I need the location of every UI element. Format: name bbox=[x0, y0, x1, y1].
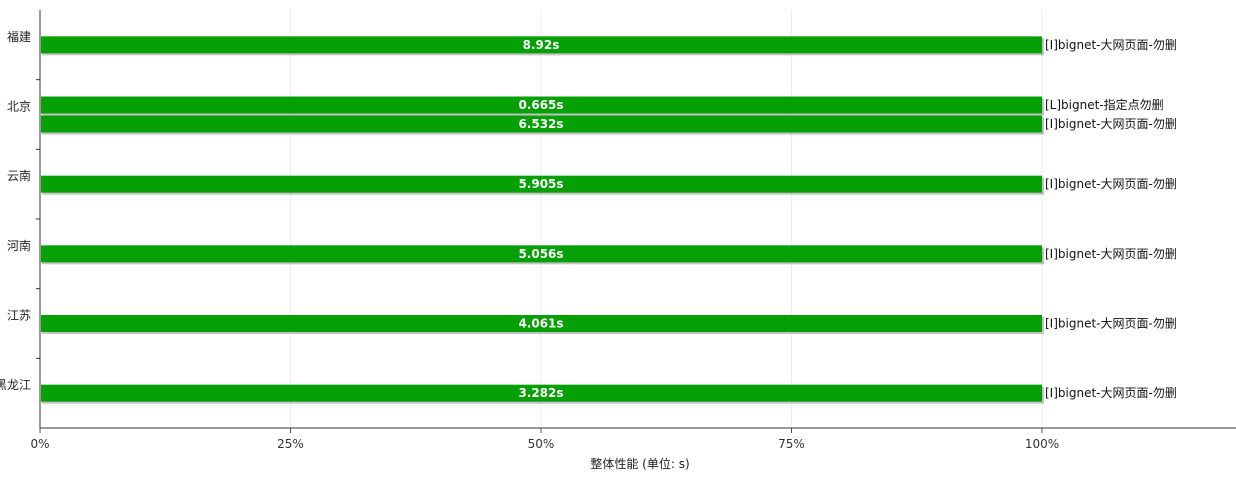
category-label: 福建 bbox=[7, 29, 31, 44]
bar-value-label: 4.061s bbox=[518, 317, 563, 331]
bar-series-label: [I]bignet-大网页面-勿删 bbox=[1045, 38, 1177, 52]
bar-value-label: 8.92s bbox=[523, 38, 560, 52]
bar-value-label: 6.532s bbox=[518, 117, 563, 131]
bar-series-label: [L]bignet-指定点勿删 bbox=[1045, 97, 1164, 112]
bar-series-label: [I]bignet-大网页面-勿删 bbox=[1045, 386, 1177, 400]
bar-value-label: 3.282s bbox=[518, 386, 563, 400]
x-tick-label: 75% bbox=[778, 437, 805, 451]
bar-series-label: [I]bignet-大网页面-勿删 bbox=[1045, 177, 1177, 191]
bar-value-label: 5.905s bbox=[518, 177, 563, 191]
x-axis-title: 整体性能 (单位: s) bbox=[590, 456, 689, 471]
category-label: 北京 bbox=[7, 100, 31, 114]
bar bbox=[41, 384, 1042, 402]
category-label: 河南 bbox=[7, 238, 31, 253]
bar bbox=[41, 96, 1042, 114]
x-tick-label: 0% bbox=[30, 437, 49, 451]
bar-value-label: 0.665s bbox=[518, 98, 563, 112]
bar bbox=[41, 115, 1042, 133]
bar bbox=[41, 36, 1042, 54]
bar-series-label: [I]bignet-大网页面-勿删 bbox=[1045, 247, 1177, 261]
x-tick-label: 25% bbox=[277, 437, 304, 451]
bar bbox=[41, 175, 1042, 193]
category-label: 云南 bbox=[7, 168, 31, 183]
x-tick-label: 100% bbox=[1025, 437, 1059, 451]
bar-value-label: 5.056s bbox=[518, 247, 563, 261]
bar bbox=[41, 315, 1042, 332]
bar-series-label: [I]bignet-大网页面-勿删 bbox=[1045, 317, 1177, 331]
x-tick-label: 50% bbox=[528, 437, 555, 451]
bars-group: 8.92s [I]bignet-大网页面-勿删 0.665s [L]bignet-指定… bbox=[41, 36, 1177, 404]
category-label: 江苏 bbox=[7, 309, 31, 323]
category-label: 黑龙江 bbox=[0, 378, 31, 392]
bar-series-label: [I]bignet-大网页面-勿删 bbox=[1045, 117, 1177, 131]
grid bbox=[290, 10, 1043, 428]
bar bbox=[41, 245, 1042, 263]
